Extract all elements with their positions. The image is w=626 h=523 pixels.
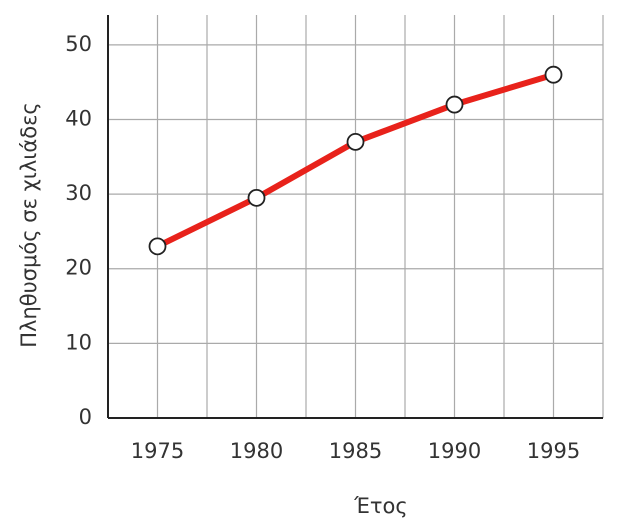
point <box>544 65 563 84</box>
y-tick-label: 40 <box>65 106 92 130</box>
y-tick-label: 20 <box>65 256 92 280</box>
x-tick-label: 1995 <box>527 439 580 463</box>
y-tick-label: 50 <box>65 32 92 56</box>
y-tick-label: 10 <box>65 330 92 354</box>
x-tick-label: 1975 <box>131 439 184 463</box>
y-tick-label: 0 <box>79 405 92 429</box>
x-axis-title: Έτος <box>353 494 407 518</box>
x-tick-label: 1985 <box>329 439 382 463</box>
point <box>148 237 167 256</box>
y-tick-label: 30 <box>65 181 92 205</box>
point <box>346 132 365 151</box>
point <box>247 188 266 207</box>
point <box>445 95 464 114</box>
x-tick-label: 1990 <box>428 439 481 463</box>
x-tick-label: 1980 <box>230 439 283 463</box>
y-axis-title: Πληθυσμός σε χιλιάδες <box>17 102 41 348</box>
